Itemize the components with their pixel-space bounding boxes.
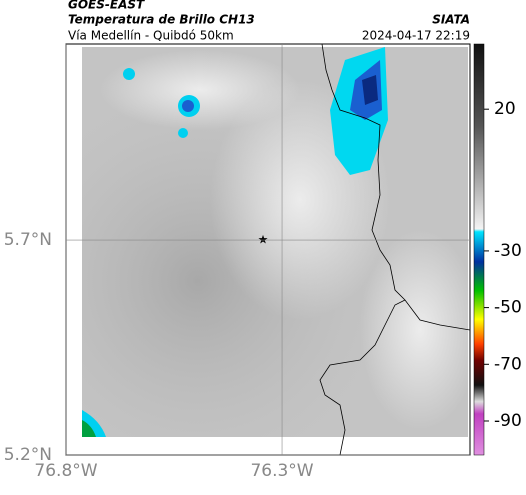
colorbar bbox=[473, 43, 485, 456]
colorbar-label: 20 bbox=[494, 99, 516, 119]
lat-label: 5.7°N bbox=[4, 230, 52, 250]
colorbar-label: -50 bbox=[494, 298, 522, 318]
colorbar-label: -70 bbox=[494, 354, 522, 374]
brand: SIATA bbox=[432, 13, 470, 27]
region: Vía Medellín - Quibdó 50km bbox=[68, 29, 234, 43]
lon-label: 76.3°W bbox=[250, 461, 313, 481]
product: Temperatura de Brillo CH13 bbox=[68, 13, 255, 27]
datetime: 2024-04-17 22:19 bbox=[362, 29, 470, 43]
satellite-image bbox=[82, 47, 480, 437]
source: GOES-EAST bbox=[68, 0, 145, 12]
borders bbox=[319, 43, 471, 456]
lon-label: 76.8°W bbox=[34, 461, 97, 481]
city-marker: ★ bbox=[258, 233, 269, 247]
colorbar-label: -30 bbox=[494, 241, 522, 261]
colorbar-label: -90 bbox=[494, 411, 522, 431]
lat-label: 5.2°N bbox=[4, 445, 52, 465]
